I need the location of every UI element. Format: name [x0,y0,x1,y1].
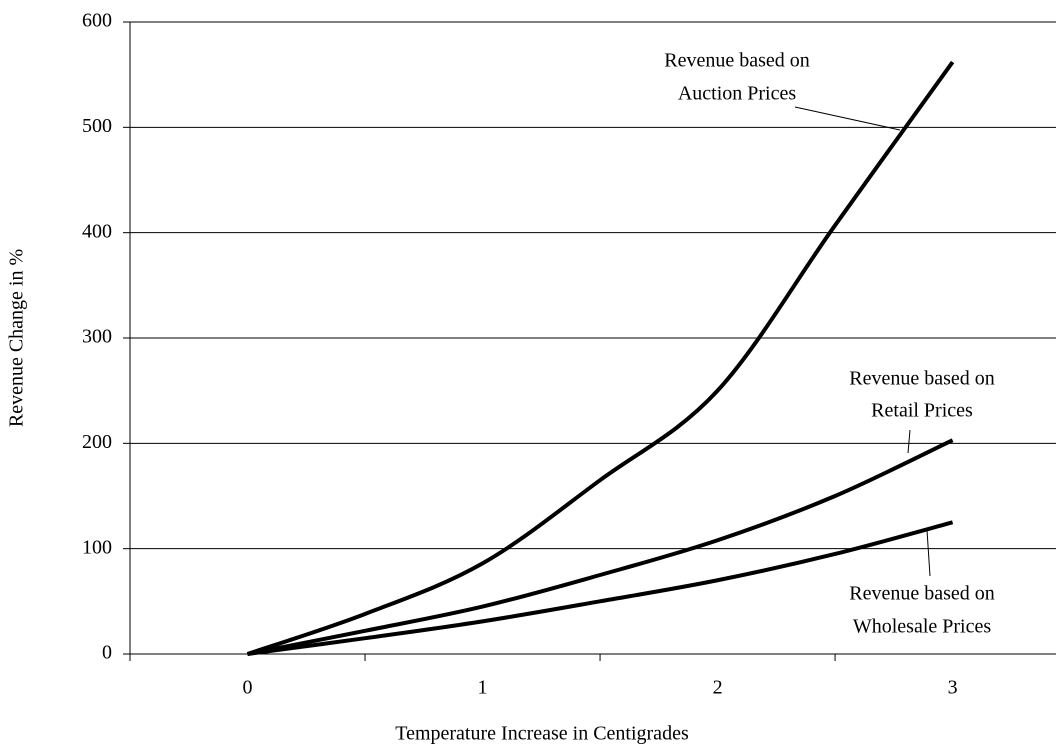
annotation: Retail Prices [871,400,973,422]
y-tick-label: 500 [82,115,112,137]
annotation: Revenue based on [849,368,995,390]
y-tick-label: 100 [82,536,112,558]
annotation-leader [907,429,911,454]
y-axis-label: Revenue Change in % [6,249,28,427]
y-tick-label: 400 [82,220,112,242]
x-tick-label: 3 [948,677,958,699]
y-tick-label: 200 [82,431,112,453]
x-tick-label: 2 [713,677,723,699]
annotation: Revenue based on [664,50,810,72]
annotation-leader [794,106,901,131]
annotation: Wholesale Prices [853,616,991,638]
x-axis-label: Temperature Increase in Centigrades [395,723,689,745]
series-line [247,520,954,656]
series-line [247,438,954,656]
annotation: Revenue based on [849,583,995,605]
y-tick-label: 0 [102,642,112,664]
series-line [246,60,955,656]
y-tick-label: 600 [82,10,112,32]
annotation-leader [926,529,931,577]
x-tick-label: 0 [243,677,253,699]
x-tick-label: 1 [478,677,488,699]
annotation: Auction Prices [678,83,797,105]
y-tick-label: 300 [82,326,112,348]
